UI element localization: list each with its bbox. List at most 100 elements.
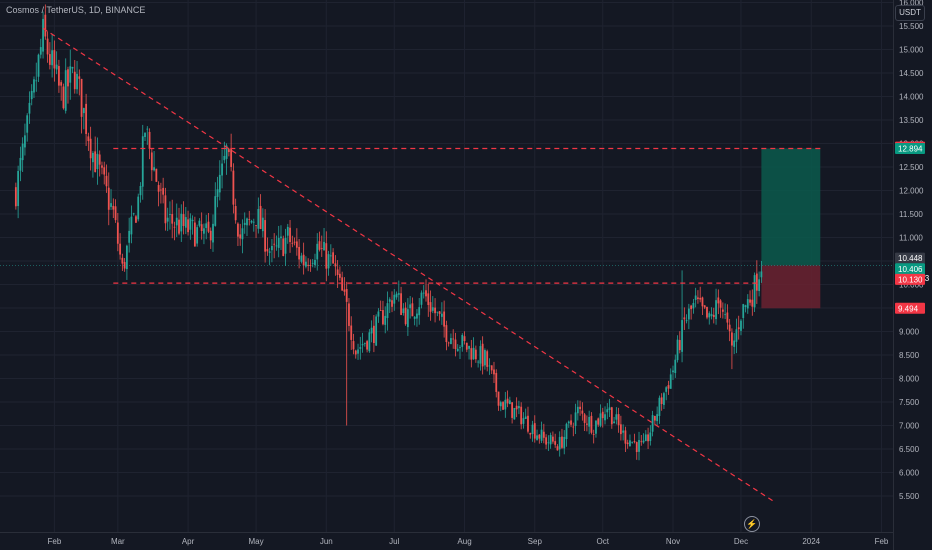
candle-body (348, 303, 350, 326)
candle-body (39, 47, 42, 55)
candle-body (649, 432, 652, 442)
candle-body (629, 440, 631, 447)
candle-body (669, 374, 672, 389)
x-tick-label: Oct (597, 537, 610, 546)
candle-body (193, 222, 196, 247)
y-tick-label: 14.500 (899, 69, 924, 78)
x-tick-label: Jun (320, 537, 333, 546)
candle-body (604, 414, 606, 421)
candle-body (687, 308, 690, 320)
candle-body (658, 397, 661, 417)
candle-body (280, 236, 282, 239)
candle-body (227, 149, 230, 153)
candle-body (701, 297, 704, 307)
candle-body (710, 314, 713, 317)
y-tick-label: 12.500 (899, 163, 924, 172)
candle-body (706, 306, 708, 318)
candle-body (379, 310, 382, 312)
candle-body (585, 423, 588, 425)
candle-body (708, 313, 711, 318)
candle-body (277, 237, 280, 248)
candle-body (674, 359, 677, 374)
candle-body (363, 343, 366, 344)
y-tick-label: 7.000 (899, 422, 920, 431)
candle-body (268, 251, 271, 253)
candle-body (150, 152, 153, 171)
candle-body (622, 430, 625, 433)
candle-body (474, 349, 477, 360)
candle-body (241, 228, 244, 240)
currency-unit-button[interactable]: USDT (895, 5, 925, 21)
candle-body (293, 241, 296, 243)
candle-body (400, 293, 402, 315)
candle-body (425, 290, 427, 297)
candle-body (653, 415, 656, 421)
candle-body (468, 345, 470, 349)
y-tick-label: 5.500 (899, 492, 920, 501)
candle-body (339, 273, 341, 278)
candle-body (456, 348, 459, 352)
candle-body (522, 418, 525, 424)
candle-body (388, 299, 391, 302)
chart-title: Cosmos / TetherUS, 1D, BINANCE (6, 5, 146, 15)
candle-body (255, 225, 257, 226)
candle-body (542, 431, 545, 438)
y-tick-label: 7.500 (899, 398, 920, 407)
candle-body (545, 437, 548, 445)
candle-body (615, 414, 618, 420)
candle-body (295, 241, 298, 248)
candle-body (191, 219, 194, 222)
candle-body (42, 18, 44, 52)
candle-body (382, 310, 384, 325)
candle-body (660, 397, 663, 404)
candle-body (17, 171, 20, 207)
candle-body (223, 155, 226, 161)
candle-body (443, 311, 446, 327)
candle-body (624, 430, 627, 444)
candle-body (465, 342, 468, 350)
candle-body (184, 217, 187, 228)
candle-body (681, 320, 683, 352)
candle-body (275, 245, 278, 247)
candle-body (493, 369, 495, 375)
candle-body (520, 406, 523, 425)
candle-body (166, 217, 169, 222)
candle-body (366, 341, 368, 350)
y-tick-label: 16.000 (899, 0, 924, 8)
candle-body (196, 227, 199, 244)
candle-body (44, 14, 47, 37)
candle-body (563, 436, 566, 449)
x-tick-label: Sep (528, 537, 543, 546)
candle-body (558, 437, 561, 450)
candle-body (146, 128, 149, 130)
candle-body (518, 406, 520, 409)
candle-body (606, 409, 609, 413)
candle-body (302, 254, 305, 266)
candle-body (735, 329, 738, 342)
candle-body (452, 338, 455, 340)
candle-body (495, 372, 498, 392)
candle-body (169, 213, 171, 215)
candle-body (291, 242, 294, 244)
candle-body (690, 305, 693, 310)
candle-body (635, 442, 638, 453)
candle-body (386, 303, 389, 319)
candle-body (89, 138, 92, 159)
candle-body (51, 50, 54, 66)
candle-body (434, 307, 436, 314)
candle-body (644, 434, 647, 441)
y-tick-label: 6.000 (899, 469, 920, 478)
candle-body (486, 351, 489, 367)
candle-body (497, 391, 500, 406)
x-tick-label: Nov (666, 537, 680, 546)
price-badge-label: 9.494 (898, 304, 919, 313)
candle-body (329, 255, 332, 257)
candle-body (484, 350, 486, 366)
stop-zone (761, 265, 821, 309)
candle-body (261, 217, 264, 232)
bolt-icon[interactable]: ⚡ (744, 516, 760, 532)
candle-body (749, 299, 751, 303)
candle-body (103, 167, 106, 175)
candle-body (513, 408, 516, 420)
